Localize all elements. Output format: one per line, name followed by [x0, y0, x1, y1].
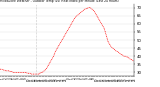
Text: Milwaukee Weather - Outdoor Temp (vs) Heat Index per Minute (Last 24 Hours): Milwaukee Weather - Outdoor Temp (vs) He… — [0, 0, 119, 3]
